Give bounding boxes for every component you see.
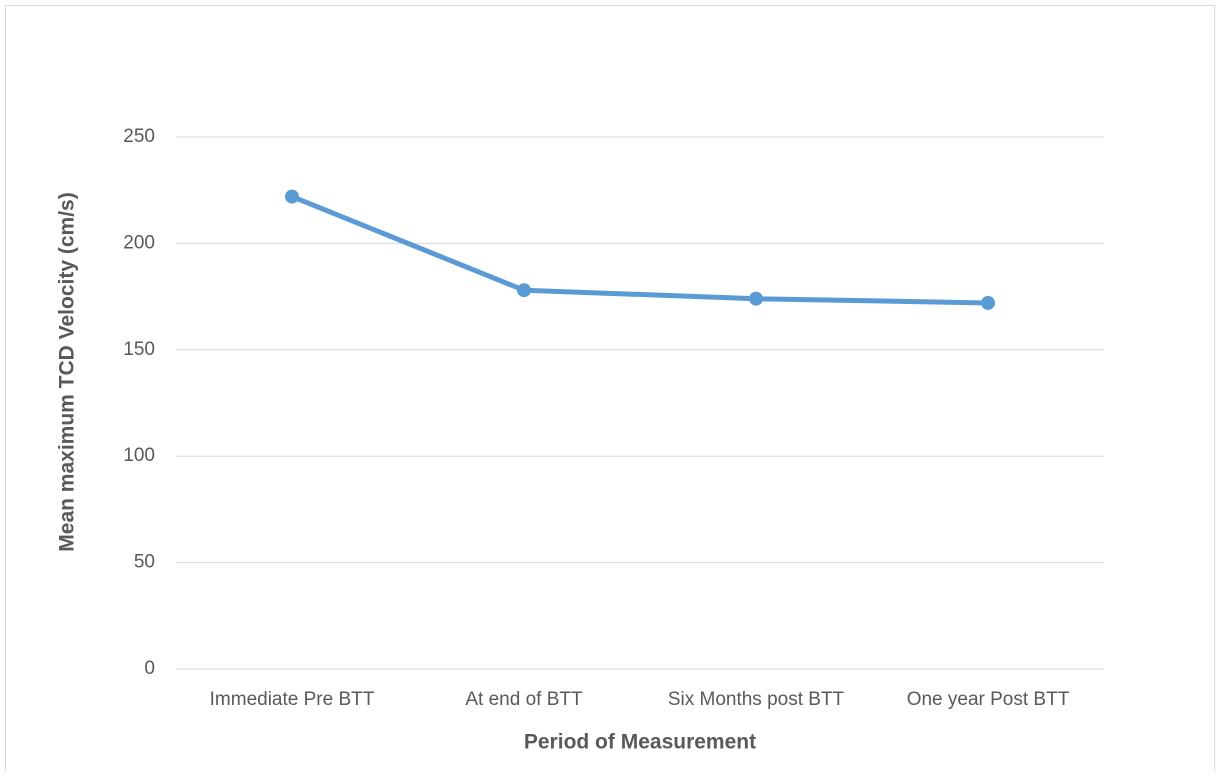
x-axis-label: Period of Measurement xyxy=(524,731,756,754)
y-axis-label: Mean maximum TCD Velocity (cm/s) xyxy=(56,192,79,551)
x-tick-label: Six Months post BTT xyxy=(668,689,845,710)
data-point xyxy=(285,189,299,204)
y-tick-label: 50 xyxy=(134,552,155,573)
data-point xyxy=(749,291,763,306)
data-point xyxy=(517,283,531,298)
y-tick-label: 0 xyxy=(144,658,155,679)
chart-frame xyxy=(5,5,1215,776)
series-line xyxy=(291,194,989,306)
x-tick-label: One year Post BTT xyxy=(907,689,1070,710)
x-tick-label: At end of BTT xyxy=(465,689,583,710)
data-point xyxy=(981,295,995,310)
x-tick-label: Immediate Pre BTT xyxy=(210,689,375,710)
y-tick-label: 100 xyxy=(123,445,155,466)
y-tick-label: 150 xyxy=(123,339,155,360)
y-tick-label: 200 xyxy=(123,232,155,253)
y-tick-label: 250 xyxy=(123,126,155,147)
